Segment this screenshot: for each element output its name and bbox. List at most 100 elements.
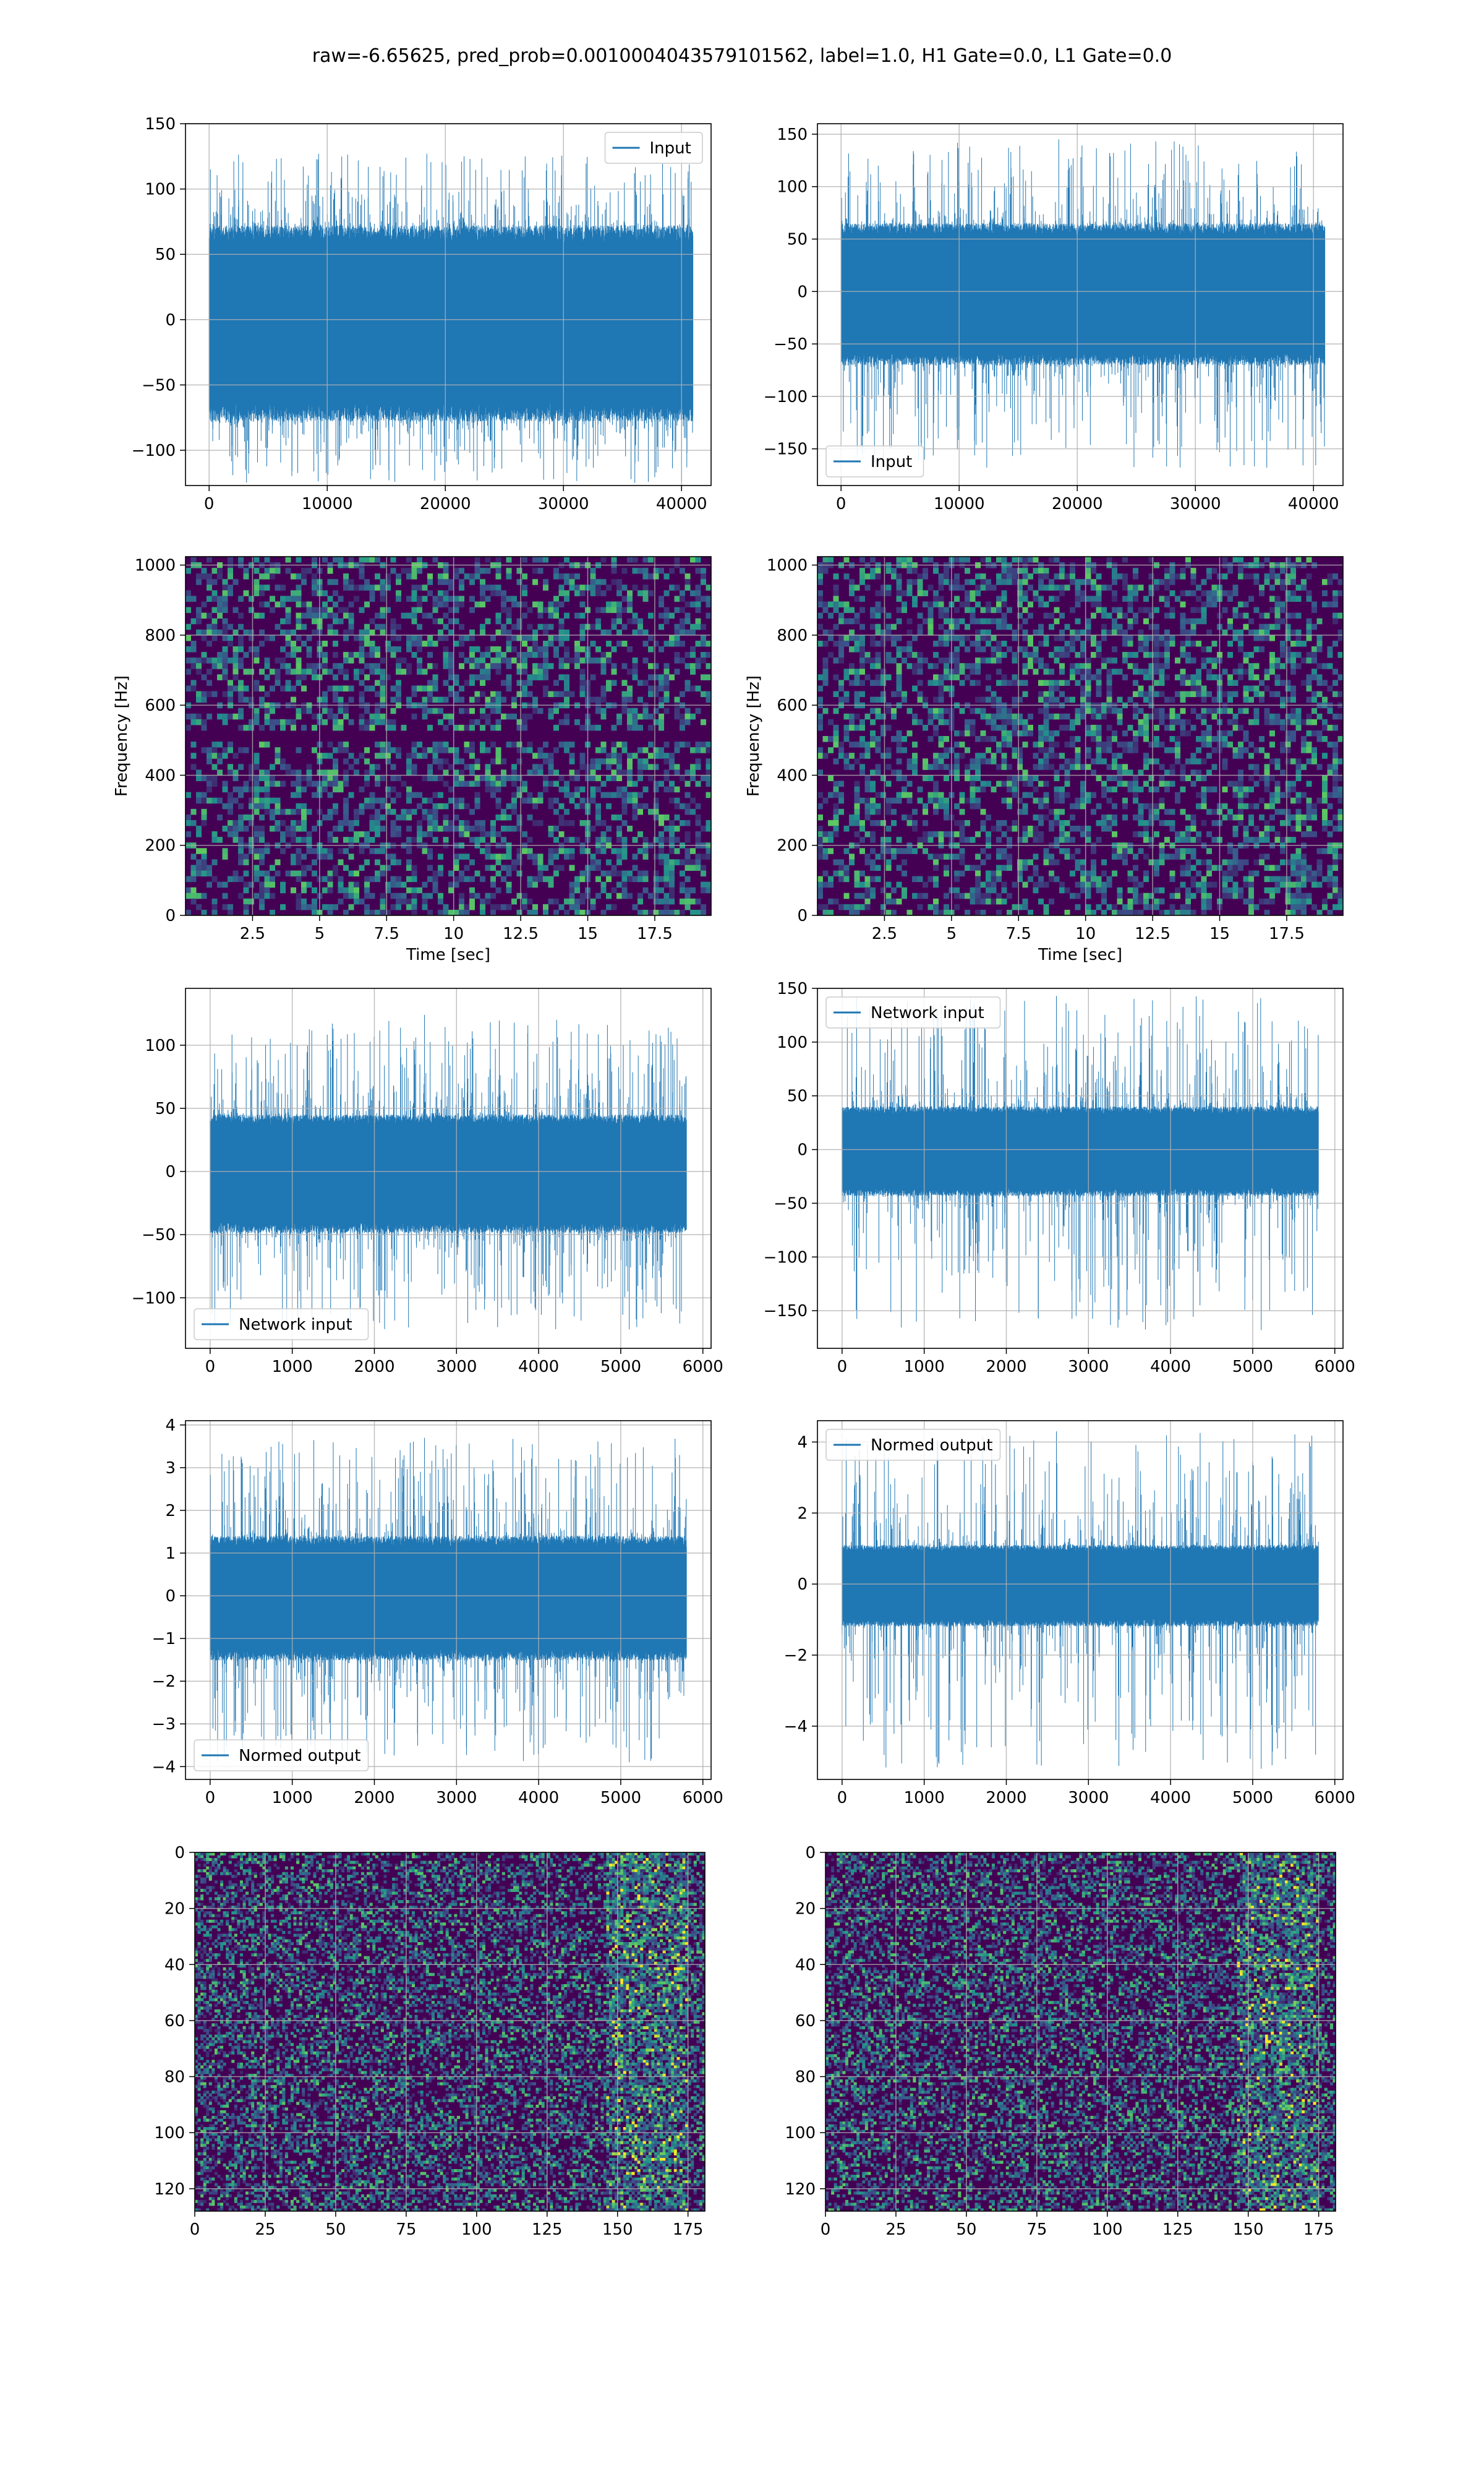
x-tick-label: 100 <box>461 2220 492 2239</box>
plot-area <box>195 1852 705 2211</box>
x-tick-label: 4000 <box>518 1789 559 1807</box>
x-tick-label: 6000 <box>683 1789 723 1807</box>
axes-frame <box>817 988 1344 1349</box>
plot-area <box>842 1431 1319 1769</box>
y-tick-label: −100 <box>764 1248 808 1267</box>
x-tick-label: 30000 <box>1170 495 1221 513</box>
subplot-1: 0 10000 20000 30000 40000 −100 −50 0 50 100 150 Inp… <box>132 115 712 513</box>
subplot-5: 0 1000 2000 3000 4000 5000 6000 −100 −50 0 50 100 Ne… <box>132 988 723 1376</box>
x-tick-label: 40000 <box>656 495 707 513</box>
y-tick-label: 0 <box>797 907 808 925</box>
y-tick-label: 40 <box>164 1956 185 1974</box>
y-tick-label: 800 <box>145 627 176 645</box>
x-tick-label: 6000 <box>1315 1358 1355 1376</box>
y-tick-label: 100 <box>785 2124 816 2142</box>
legend-box <box>194 1739 369 1771</box>
y-tick-label: −50 <box>142 376 176 395</box>
legend-box <box>604 132 703 164</box>
axes-frame <box>194 1852 706 2212</box>
x-tick-label: 15 <box>1209 925 1230 943</box>
x-tick-label: 6000 <box>1315 1789 1355 1807</box>
heatmap-cells <box>817 557 1343 915</box>
y-tick-label: 0 <box>165 311 176 330</box>
y-tick-label: 400 <box>777 766 808 785</box>
x-tick-label: 175 <box>1303 2220 1334 2239</box>
series-band <box>841 237 1325 349</box>
x-tick-label: 2000 <box>354 1789 394 1807</box>
y-tick-label: 150 <box>777 126 808 144</box>
y-tick-label: 4 <box>797 1433 808 1452</box>
axes-frame <box>185 123 712 486</box>
x-tick-label: 150 <box>602 2220 633 2239</box>
subplot-3: 2.5 5 7.5 10 12.5 15 17.5 0 200 400 600 800 1000 Time… <box>113 556 712 964</box>
x-tick-label: 0 <box>837 1789 848 1807</box>
legend-label: Normed output <box>239 1747 360 1765</box>
x-tick-label: 10 <box>1075 925 1096 943</box>
y-tick-label: −50 <box>142 1226 176 1244</box>
legend-box <box>194 1308 369 1340</box>
x-tick-label: 75 <box>396 2220 416 2239</box>
y-tick-label: 50 <box>155 246 176 264</box>
legend-label: Input <box>650 139 691 158</box>
x-tick-label: 0 <box>821 2220 831 2239</box>
x-tick-label: 75 <box>1026 2220 1047 2239</box>
x-tick-label: 2000 <box>986 1358 1026 1376</box>
y-tick-label: −2 <box>152 1672 176 1691</box>
y-tick-label: −4 <box>784 1718 808 1736</box>
series-band <box>210 1547 687 1647</box>
y-tick-label: 0 <box>165 1163 176 1181</box>
x-tick-label: 3000 <box>436 1789 477 1807</box>
y-tick-label: 100 <box>154 2124 185 2142</box>
y-tick-label: −150 <box>764 440 808 459</box>
grid <box>186 988 711 1348</box>
y-tick-label: −4 <box>152 1758 176 1776</box>
series-band <box>210 1126 687 1220</box>
x-tick-label: 2.5 <box>872 925 897 943</box>
y-tick-label: 80 <box>795 2068 816 2087</box>
x-tick-label: 0 <box>204 495 215 513</box>
x-tick-label: 25 <box>255 2220 275 2239</box>
y-tick-label: 0 <box>174 1844 185 1862</box>
y-axis-label: Frequency [Hz] <box>113 675 131 797</box>
series-band <box>842 1552 1319 1617</box>
x-tick-label: 15 <box>578 925 598 943</box>
plot-area <box>842 996 1319 1330</box>
legend: Network input <box>194 1308 369 1340</box>
x-tick-label: 6000 <box>683 1358 723 1376</box>
subplot-9: 0 25 50 75 100 125 150 175 0 20 40 60 80 100 120 <box>154 1844 706 2239</box>
plot-area <box>208 153 694 483</box>
y-tick-label: 100 <box>777 178 808 197</box>
y-tick-label: 800 <box>777 627 808 645</box>
x-tick-label: 10 <box>443 925 464 943</box>
x-tick-label: 12.5 <box>503 925 539 943</box>
y-tick-label: 40 <box>795 1956 816 1974</box>
x-tick-label: 20000 <box>420 495 471 513</box>
legend: Input <box>604 132 703 164</box>
legend-label: Input <box>871 453 912 471</box>
legend-label: Network input <box>871 1004 984 1022</box>
legend: Normed output <box>194 1739 369 1771</box>
x-tick-label: 125 <box>532 2220 563 2239</box>
y-tick-label: 120 <box>154 2180 185 2199</box>
x-tick-label: 30000 <box>538 495 589 513</box>
x-axis-label: Time [sec] <box>1038 946 1122 964</box>
y-tick-label: 120 <box>785 2180 816 2199</box>
y-tick-label: −50 <box>774 335 808 354</box>
x-tick-label: 2000 <box>354 1358 394 1376</box>
x-tick-label: 1000 <box>904 1358 945 1376</box>
y-tick-label: 600 <box>777 696 808 715</box>
heatmap-cells <box>195 1852 705 2211</box>
x-tick-label: 7.5 <box>1006 925 1031 943</box>
y-tick-label: 2 <box>797 1504 808 1523</box>
x-tick-label: 40000 <box>1288 495 1339 513</box>
y-tick-label: 1000 <box>767 557 808 575</box>
axes-frame <box>185 988 712 1349</box>
x-tick-label: 5000 <box>600 1789 641 1807</box>
y-tick-label: 4 <box>165 1416 176 1435</box>
legend-box <box>825 1429 1001 1461</box>
plot-area <box>817 557 1343 915</box>
y-tick-label: −1 <box>152 1630 176 1648</box>
y-tick-label: −2 <box>784 1646 808 1665</box>
x-tick-label: 1000 <box>272 1789 313 1807</box>
